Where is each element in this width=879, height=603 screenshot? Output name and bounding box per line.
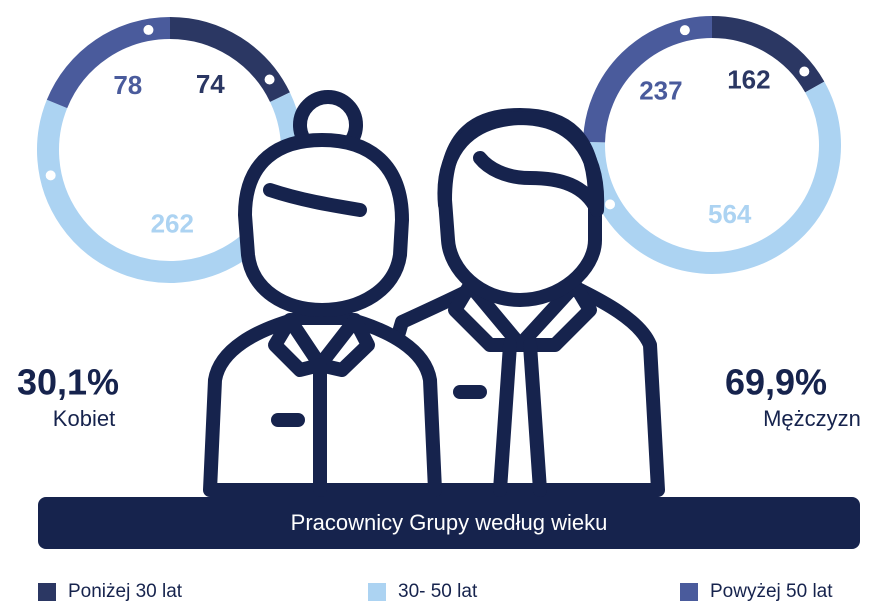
shares: 30,1% Kobiet 69,9% Mężczyzn — [17, 362, 861, 431]
legend-swatch — [680, 583, 698, 601]
woman-head — [238, 133, 409, 317]
legend-label: Powyżej 50 lat — [710, 581, 833, 602]
segment-label: 237 — [639, 76, 682, 106]
segment-label: 74 — [196, 69, 225, 99]
donut-segment — [583, 81, 841, 274]
share-value: 30,1% — [17, 362, 119, 403]
segment-dot — [41, 166, 60, 185]
donuts: 74 262 78 162 564 237 — [37, 16, 841, 283]
segment-label: 262 — [151, 208, 194, 238]
chart-title: Pracownicy Grupy według wieku — [291, 510, 608, 535]
segment-dot — [795, 62, 814, 81]
segment-dot — [601, 195, 620, 214]
segment-dot — [139, 20, 158, 39]
segment-label: 78 — [113, 70, 142, 100]
title-bar — [38, 497, 860, 549]
legend: Poniżej 30 lat 30- 50 lat Powyżej 50 lat — [38, 581, 833, 602]
people-icon — [203, 90, 665, 497]
segment-dot — [675, 21, 694, 40]
man-hair — [437, 111, 605, 217]
segment-label: 564 — [708, 199, 752, 229]
legend-swatch — [368, 583, 386, 601]
man-tie — [493, 338, 547, 497]
share-caption: Mężczyzn — [763, 406, 861, 431]
legend-swatch — [38, 583, 56, 601]
woman-hair — [263, 183, 367, 217]
segment-dot — [260, 70, 279, 89]
share-caption: Kobiet — [53, 406, 115, 431]
legend-label: Poniżej 30 lat — [68, 581, 183, 602]
donut-segment — [169, 17, 290, 103]
segment-label: 162 — [727, 65, 770, 95]
legend-label: 30- 50 lat — [398, 581, 478, 602]
share-value: 69,9% — [725, 362, 827, 403]
man-collar — [448, 278, 597, 352]
